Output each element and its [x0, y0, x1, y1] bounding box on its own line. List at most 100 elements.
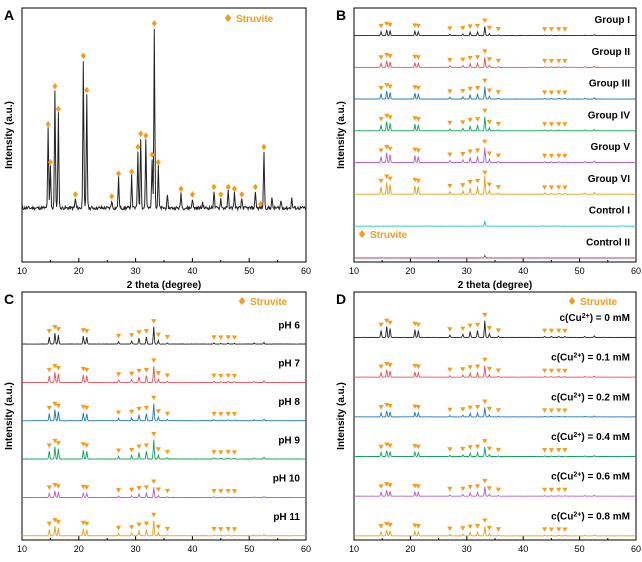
- x-tick-label: 40: [187, 544, 197, 554]
- struvite-marker: [467, 484, 473, 490]
- x-tick-label: 50: [575, 266, 585, 276]
- struvite-marker: [384, 482, 390, 487]
- struvite-marker: [415, 178, 421, 184]
- struvite-marker: [447, 152, 453, 157]
- struvite-marker: [556, 328, 562, 334]
- struvite-marker: [495, 185, 501, 190]
- struvite-marker: [460, 26, 466, 31]
- struvite-marker: [225, 527, 231, 532]
- struvite-marker: [548, 153, 554, 159]
- struvite-marker: [548, 90, 554, 95]
- struvite-marker: [129, 409, 135, 415]
- struvite-marker: [387, 84, 393, 89]
- struvite-marker: [474, 405, 481, 410]
- struvite-marker: [482, 170, 488, 176]
- struvite-marker: [467, 365, 473, 370]
- struvite-marker: [486, 88, 492, 93]
- struvite-marker: [387, 363, 393, 368]
- y-axis-label: Intensity (a.u.): [336, 101, 347, 169]
- struvite-marker: [164, 488, 171, 494]
- series-line: [353, 254, 636, 259]
- struvite-marker: [460, 446, 466, 452]
- y-axis-label: Intensity (a.u.): [336, 382, 347, 450]
- struvite-marker: [225, 411, 231, 417]
- struvite-marker: [225, 450, 231, 455]
- struvite-marker: [378, 484, 384, 489]
- series-line: [353, 86, 636, 100]
- struvite-marker: [231, 412, 238, 417]
- series-label: Group I: [594, 15, 630, 26]
- struvite-marker: [548, 408, 554, 413]
- series-line: [353, 175, 636, 195]
- struvite-marker: [155, 409, 161, 414]
- struvite-marker: [129, 525, 135, 530]
- struvite-marker: [562, 448, 568, 453]
- x-tick-label: 60: [631, 266, 641, 276]
- x-axis-label: 2 theta (degree): [127, 280, 201, 291]
- struvite-marker: [467, 86, 473, 92]
- struvite-marker: [556, 185, 562, 190]
- struvite-marker: [562, 153, 568, 159]
- struvite-marker: [52, 325, 58, 330]
- struvite-marker: [542, 527, 548, 532]
- struvite-marker: [556, 448, 562, 453]
- struvite-marker: [225, 183, 231, 191]
- struvite-marker: [155, 447, 161, 452]
- struvite-marker: [482, 439, 488, 444]
- struvite-marker: [460, 120, 466, 125]
- struvite-marker: [384, 442, 390, 447]
- series-line: [354, 57, 637, 68]
- struvite-marker: [378, 86, 384, 91]
- struvite-marker: [415, 23, 421, 29]
- struvite-marker: [447, 183, 453, 189]
- struvite-marker: [447, 407, 453, 413]
- y-axis-label: Intensity (a.u.): [4, 101, 15, 169]
- series-line: [354, 407, 637, 418]
- struvite-marker: [387, 403, 393, 409]
- struvite-marker: [562, 527, 568, 532]
- struvite-marker: [378, 178, 384, 184]
- struvite-marker: [151, 512, 157, 518]
- series-line: [353, 526, 637, 537]
- struvite-marker: [151, 20, 157, 27]
- struvite-marker: [136, 368, 142, 374]
- legend-label: Struvite: [250, 297, 288, 308]
- series-label: Group III: [589, 79, 630, 90]
- struvite-marker: [482, 78, 488, 84]
- struvite-marker: [138, 130, 144, 137]
- struvite-marker: [378, 148, 384, 153]
- struvite-marker: [136, 522, 142, 527]
- series-line: [21, 326, 307, 345]
- struvite-marker: [136, 444, 142, 449]
- struvite-marker: [482, 357, 488, 363]
- struvite-marker: [143, 521, 149, 527]
- struvite-marker: [486, 486, 492, 491]
- struvite-marker: [151, 395, 157, 401]
- struvite-marker: [211, 411, 217, 417]
- struvite-marker: [415, 364, 421, 369]
- struvite-marker: [52, 483, 58, 488]
- struvite-marker: [542, 368, 548, 373]
- struvite-marker: [218, 191, 224, 198]
- struvite-marker: [46, 521, 52, 527]
- x-tick-label: 50: [244, 544, 254, 554]
- struvite-marker: [482, 399, 488, 404]
- struvite-marker: [482, 139, 488, 145]
- struvite-marker: [474, 484, 481, 489]
- struvite-marker: [474, 524, 481, 529]
- series-label: c(Cu2+) = 0.2 mM: [551, 392, 630, 404]
- struvite-marker: [486, 25, 492, 31]
- struvite-marker: [447, 526, 453, 532]
- x-tick-label: 50: [575, 544, 585, 554]
- plot-frame: [21, 291, 307, 541]
- struvite-marker: [562, 122, 568, 127]
- struvite-marker: [447, 486, 453, 492]
- x-tick-label: 20: [74, 544, 84, 554]
- struvite-marker: [72, 191, 78, 198]
- series-line: [21, 366, 307, 384]
- struvite-marker: [387, 522, 393, 528]
- series-label: Group II: [592, 47, 631, 58]
- struvite-marker: [129, 333, 135, 338]
